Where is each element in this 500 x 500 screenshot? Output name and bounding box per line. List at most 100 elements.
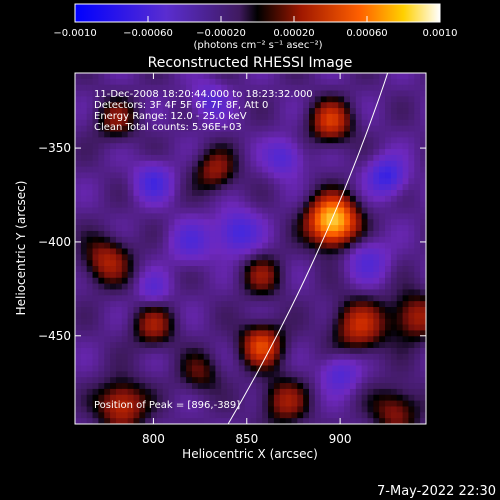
heatmap-cell <box>221 84 228 91</box>
heatmap-cell <box>209 318 216 325</box>
heatmap-cell <box>92 78 99 86</box>
heatmap-cell <box>414 394 421 401</box>
heatmap-cell <box>326 266 333 273</box>
heatmap-cell <box>121 330 129 337</box>
heatmap-cell <box>133 172 140 179</box>
heatmap-cell <box>238 166 246 173</box>
heatmap-cell <box>151 377 158 384</box>
heatmap-cell <box>279 383 286 390</box>
heatmap-cell <box>80 330 88 337</box>
heatmap-cell <box>361 207 368 214</box>
heatmap-cell <box>121 195 129 203</box>
heatmap-cell <box>92 318 99 325</box>
heatmap-cell <box>121 160 129 167</box>
heatmap-cell <box>98 190 105 197</box>
heatmap-cell <box>156 96 164 103</box>
heatmap-cell <box>268 195 275 203</box>
heatmap-cell <box>268 137 275 144</box>
heatmap-cell <box>174 342 181 349</box>
heatmap-cell <box>127 84 134 91</box>
heatmap-cell <box>162 90 169 97</box>
heatmap-cell <box>402 230 409 238</box>
heatmap-cell <box>349 160 357 167</box>
heatmap-cell <box>86 248 93 255</box>
heatmap-cell <box>390 394 398 401</box>
heatmap-cell <box>338 78 345 86</box>
heatmap-cell <box>338 412 345 419</box>
heatmap-cell <box>192 207 199 214</box>
heatmap-cell <box>192 371 199 378</box>
heatmap-cell <box>344 149 351 156</box>
heatmap-cell <box>145 125 152 132</box>
annotation-line: 11-Dec-2008 18:20:44.000 to 18:23:32.000 <box>94 89 313 100</box>
heatmap-cell <box>174 108 181 115</box>
heatmap-cell <box>110 254 117 261</box>
heatmap-cell <box>256 342 263 349</box>
heatmap-cell <box>361 90 368 97</box>
heatmap-cell <box>209 73 216 80</box>
heatmap-cell <box>279 207 286 214</box>
heatmap-cell <box>344 137 351 144</box>
heatmap-cell <box>232 248 240 255</box>
heatmap-cell <box>92 201 99 208</box>
heatmap-cell <box>320 242 327 249</box>
heatmap-cell <box>408 230 415 238</box>
heatmap-cell <box>268 307 275 314</box>
heatmap-cell <box>186 248 193 255</box>
heatmap-cell <box>174 172 181 179</box>
heatmap-cell <box>151 406 158 413</box>
heatmap-cell <box>303 178 310 185</box>
heatmap-cell <box>320 277 327 284</box>
heatmap-cell <box>414 307 421 314</box>
heatmap-cell <box>139 113 146 121</box>
heatmap-cell <box>209 359 216 366</box>
heatmap-cell <box>145 172 152 179</box>
heatmap-cell <box>309 90 316 97</box>
heatmap-cell <box>86 412 93 419</box>
heatmap-cell <box>180 266 187 273</box>
heatmap-cell <box>396 84 403 91</box>
heatmap-cell <box>373 318 380 325</box>
heatmap-cell <box>197 160 205 167</box>
heatmap-cell <box>151 201 158 208</box>
heatmap-cell <box>285 254 292 261</box>
heatmap-cell <box>320 207 327 214</box>
heatmap-cell <box>344 307 351 314</box>
heatmap-cell <box>209 242 216 249</box>
heatmap-cell <box>379 377 386 384</box>
heatmap-cell <box>285 90 292 97</box>
heatmap-cell <box>256 295 263 302</box>
heatmap-cell <box>256 330 263 337</box>
heatmap-cell <box>268 84 275 91</box>
heatmap-cell <box>209 137 216 144</box>
heatmap-cell <box>344 230 351 238</box>
heatmap-cell <box>344 400 351 407</box>
heatmap-cell <box>104 312 111 320</box>
heatmap-cell <box>174 195 181 203</box>
heatmap-cell <box>320 108 327 115</box>
heatmap-cell <box>326 143 333 150</box>
heatmap-cell <box>174 254 181 261</box>
heatmap-cell <box>156 359 164 366</box>
heatmap-cell <box>385 412 392 419</box>
heatmap-cell <box>285 73 292 80</box>
heatmap-cell <box>121 248 129 255</box>
heatmap-cell <box>215 383 222 390</box>
chart-title: Reconstructed RHESSI Image <box>148 55 353 71</box>
heatmap-cell <box>180 248 187 255</box>
heatmap-cell <box>180 289 187 296</box>
heatmap-cell <box>86 207 93 214</box>
heatmap-cell <box>186 184 193 191</box>
heatmap-cell <box>232 289 240 296</box>
heatmap-cell <box>349 201 357 208</box>
heatmap-cell <box>180 418 187 424</box>
heatmap-cell <box>227 394 234 401</box>
heatmap-cell <box>162 312 169 320</box>
heatmap-cell <box>86 230 93 238</box>
heatmap-cell <box>273 347 281 355</box>
heatmap-cell <box>332 336 339 343</box>
heatmap-cell <box>309 184 316 191</box>
heatmap-cell <box>104 307 111 314</box>
heatmap-cell <box>355 172 363 179</box>
heatmap-cell <box>203 289 210 296</box>
